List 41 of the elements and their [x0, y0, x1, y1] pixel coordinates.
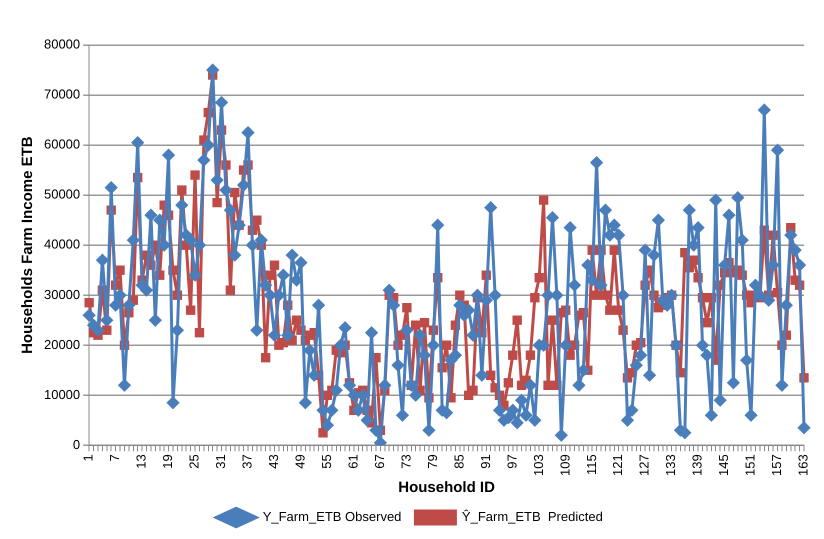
x-tick-label: 25 — [186, 454, 202, 469]
x-tick-label: 121 — [610, 454, 626, 476]
y-tick-label: 30000 — [44, 286, 80, 302]
legend-label: Y_Farm_ETB Observed — [262, 509, 402, 524]
x-tick-label: 157 — [769, 454, 784, 476]
y-tick-label: 70000 — [44, 86, 80, 102]
x-tick-label: 43 — [266, 454, 282, 469]
x-tick-label: 97 — [504, 454, 520, 469]
y-tick-label: 0 — [72, 436, 80, 452]
x-tick-label: 7 — [107, 454, 122, 462]
x-tick-label: 139 — [690, 454, 705, 476]
x-tick-label: 79 — [424, 454, 440, 469]
y-tick-label: 10000 — [44, 386, 80, 402]
x-tick-label: 37 — [240, 454, 255, 469]
x-tick-label: 109 — [557, 454, 572, 476]
x-tick-label: 73 — [398, 454, 414, 469]
x-tick-label: 91 — [478, 454, 493, 469]
y-axis-title: Households Farm Income ETB — [19, 136, 36, 354]
x-tick-label: 145 — [716, 454, 732, 476]
x-tick-label: 31 — [213, 454, 228, 469]
x-tick-label: 19 — [160, 454, 176, 469]
y-tick-label: 50000 — [44, 186, 80, 202]
x-tick-label: 127 — [636, 454, 652, 476]
x-tick-label: 133 — [663, 454, 678, 476]
x-tick-label: 1 — [80, 454, 96, 462]
x-tick-label: 151 — [742, 454, 758, 476]
x-axis-title: Household ID — [398, 479, 496, 496]
x-tick-label: 85 — [451, 454, 466, 469]
x-tick-label: 55 — [319, 454, 334, 469]
y-tick-label: 80000 — [44, 36, 80, 52]
x-tick-label: 103 — [530, 454, 546, 476]
y-tick-label: 20000 — [44, 336, 80, 352]
x-tick-label: 49 — [292, 454, 308, 469]
y-tick-label: 40000 — [44, 236, 80, 252]
legend-label: Ŷ_Farm_ETB Predicted — [462, 509, 603, 524]
x-tick-label: 67 — [372, 454, 387, 469]
y-tick-label: 60000 — [44, 136, 80, 152]
x-tick-label: 61 — [345, 454, 360, 469]
x-tick-label: 115 — [584, 454, 599, 476]
x-tick-label: 13 — [134, 454, 149, 469]
x-tick-label: 163 — [796, 454, 811, 476]
